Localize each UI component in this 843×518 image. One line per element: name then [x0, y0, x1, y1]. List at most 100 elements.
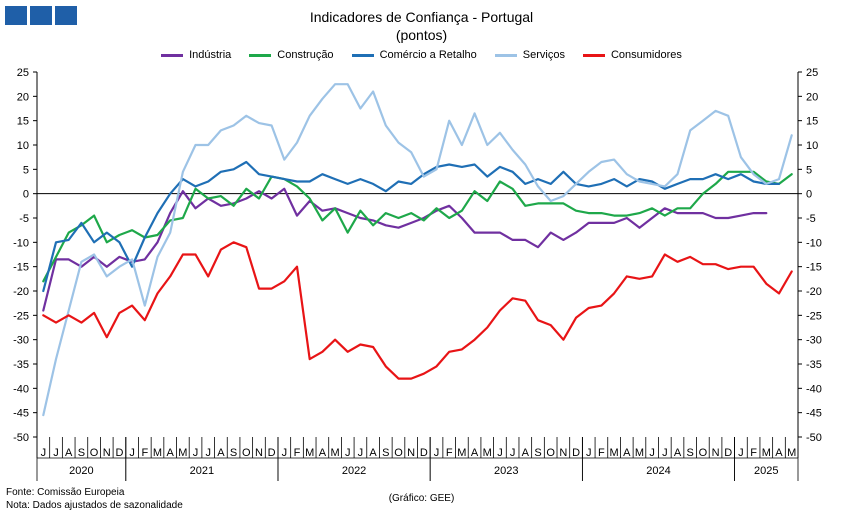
chart-title: Indicadores de Confiança - Portugal — [309, 9, 534, 25]
legend-swatch — [582, 53, 605, 57]
x-month-label: N — [255, 447, 263, 459]
y-tick-label-left: -35 — [13, 359, 29, 371]
x-month-label: M — [457, 447, 466, 459]
x-month-label: F — [294, 447, 301, 459]
x-month-label: N — [559, 447, 567, 459]
y-tick-label-right: 0 — [806, 189, 812, 201]
y-tick-label-left: 15 — [17, 116, 29, 128]
x-month-label: A — [217, 447, 225, 459]
x-month-label: J — [497, 447, 503, 459]
y-tick-label-right: -40 — [806, 383, 822, 395]
x-month-label: J — [282, 447, 288, 459]
series-line-3 — [42, 83, 793, 417]
logo-square-2 — [30, 6, 52, 25]
legend-item-4: Consumidores — [582, 49, 682, 61]
y-tick-label-right: -10 — [806, 237, 822, 249]
x-month-label: J — [738, 447, 744, 459]
x-month-label: A — [674, 447, 682, 459]
y-tick-label-left: -20 — [13, 286, 29, 298]
y-tick-label-right: 15 — [806, 116, 818, 128]
y-tick-label-right: -25 — [806, 310, 822, 322]
source-note: Fonte: Comissão Europeia — [6, 487, 125, 498]
x-month-label: A — [775, 447, 783, 459]
x-month-label: A — [522, 447, 530, 459]
x-month-label: F — [141, 447, 148, 459]
y-tick-label-left: -50 — [13, 432, 29, 444]
logo-square-1 — [5, 6, 27, 25]
legend-label: Consumidores — [610, 49, 682, 61]
x-month-label: F — [446, 447, 453, 459]
x-month-label: M — [330, 447, 339, 459]
legend-label: Serviços — [522, 49, 565, 61]
y-tick-label-right: -45 — [806, 408, 822, 420]
x-month-label: N — [103, 447, 111, 459]
x-month-label: J — [662, 447, 668, 459]
series-line-0 — [42, 187, 768, 312]
y-tick-label-left: -40 — [13, 383, 29, 395]
legend-item-3: Serviços — [494, 49, 565, 61]
y-tick-label-left: -5 — [19, 213, 29, 225]
y-tick-label-left: -15 — [13, 262, 29, 274]
legend: Indústria Construção Comércio a Retalho Ser… — [0, 49, 843, 61]
x-month-label: D — [268, 447, 276, 459]
x-month-label: A — [471, 447, 479, 459]
y-tick-label-right: 10 — [806, 140, 818, 152]
x-month-label: J — [41, 447, 47, 459]
y-tick-label-right: 20 — [806, 91, 818, 103]
x-month-label: O — [546, 447, 555, 459]
x-month-label: O — [699, 447, 708, 459]
y-tick-label-left: 20 — [17, 91, 29, 103]
y-tick-label-left: 5 — [23, 164, 29, 176]
chart-subtitle: (pontos) — [395, 27, 448, 43]
legend-swatch — [351, 53, 374, 57]
x-month-label: A — [65, 447, 73, 459]
x-month-label: J — [129, 447, 135, 459]
legend-label: Comércio a Retalho — [379, 49, 477, 61]
series-line-1 — [42, 170, 793, 283]
y-tick-label-right: -15 — [806, 262, 822, 274]
legend-swatch — [249, 53, 272, 57]
y-tick-label-left: -30 — [13, 335, 29, 347]
x-year-label: 2022 — [342, 465, 366, 477]
y-tick-label-right: -20 — [806, 286, 822, 298]
x-month-label: S — [687, 447, 694, 459]
x-month-label: D — [420, 447, 428, 459]
legend-item-0: Indústria — [161, 49, 231, 61]
x-month-label: N — [712, 447, 720, 459]
x-month-label: J — [193, 447, 199, 459]
x-month-label: J — [358, 447, 364, 459]
x-month-label: D — [572, 447, 580, 459]
x-month-label: A — [167, 447, 175, 459]
x-month-label: J — [510, 447, 516, 459]
x-month-label: A — [369, 447, 377, 459]
legend-swatch — [494, 53, 517, 57]
y-tick-label-left: 25 — [17, 67, 29, 79]
x-year-label: 2020 — [69, 465, 93, 477]
y-tick-label-right: 5 — [806, 164, 812, 176]
y-tick-label-right: -5 — [806, 213, 816, 225]
x-month-label: M — [153, 447, 162, 459]
x-year-label: 2024 — [646, 465, 670, 477]
legend-label: Indústria — [189, 49, 232, 61]
x-year-label: 2021 — [190, 465, 214, 477]
x-month-label: S — [382, 447, 389, 459]
x-month-label: J — [345, 447, 351, 459]
x-month-label: M — [610, 447, 619, 459]
x-month-label: O — [90, 447, 99, 459]
x-year-label: 2025 — [754, 465, 778, 477]
legend-label: Construção — [277, 49, 334, 61]
x-month-label: F — [750, 447, 757, 459]
x-month-label: S — [78, 447, 85, 459]
x-month-label: M — [305, 447, 314, 459]
logo-square-3 — [55, 6, 77, 25]
legend-item-2: Comércio a Retalho — [351, 49, 477, 61]
legend-item-1: Construção — [249, 49, 334, 61]
y-tick-label-right: -35 — [806, 359, 822, 371]
y-tick-label-left: -45 — [13, 408, 29, 420]
x-month-label: S — [534, 447, 541, 459]
x-month-label: D — [115, 447, 123, 459]
x-month-label: M — [762, 447, 771, 459]
series-line-4 — [42, 241, 793, 380]
x-month-label: J — [205, 447, 211, 459]
